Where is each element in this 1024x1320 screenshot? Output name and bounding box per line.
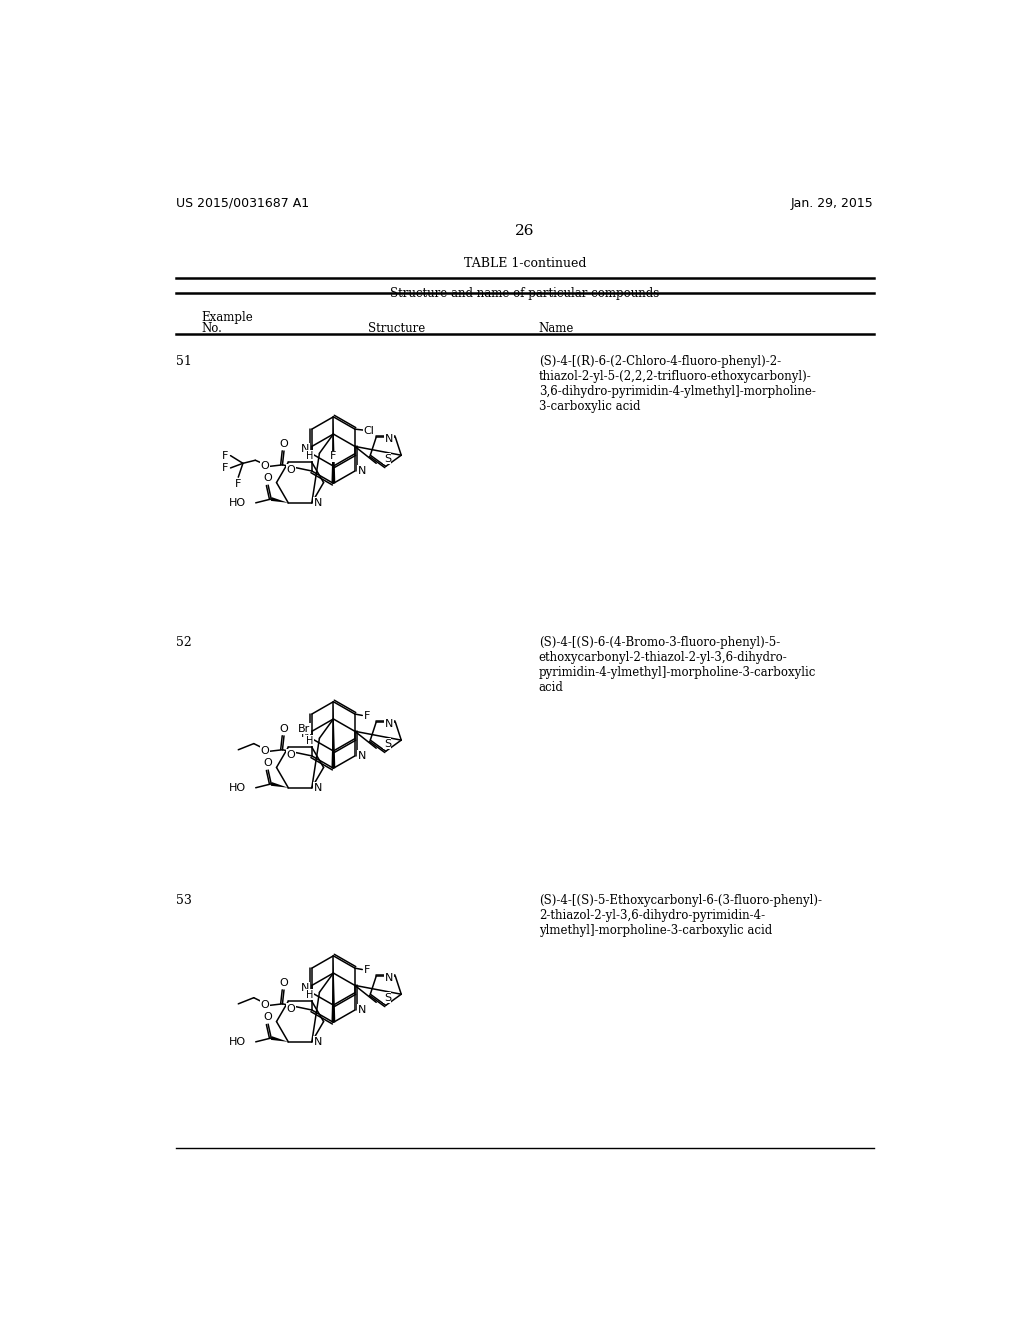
Text: N: N — [301, 729, 309, 739]
Text: H: H — [306, 990, 313, 999]
Text: F: F — [365, 965, 371, 975]
Text: O: O — [280, 723, 289, 734]
Text: O: O — [264, 758, 272, 768]
Text: Jan. 29, 2015: Jan. 29, 2015 — [791, 197, 873, 210]
Text: Structure and name of particular compounds: Structure and name of particular compoun… — [390, 286, 659, 300]
Text: N: N — [357, 1005, 366, 1015]
Text: HO: HO — [229, 1036, 247, 1047]
Text: F: F — [365, 711, 371, 721]
Text: O: O — [287, 1005, 295, 1014]
Text: N: N — [301, 982, 309, 993]
Text: O: O — [280, 978, 289, 989]
Text: N: N — [385, 973, 393, 983]
Text: Br: Br — [298, 723, 310, 734]
Text: O: O — [264, 1012, 272, 1022]
Text: F: F — [236, 479, 242, 490]
Text: O: O — [260, 462, 269, 471]
Text: O: O — [280, 440, 289, 449]
Text: No.: No. — [202, 322, 222, 335]
Text: Example: Example — [202, 312, 253, 323]
Text: F: F — [222, 450, 228, 461]
Polygon shape — [332, 956, 335, 1022]
Text: F: F — [222, 463, 228, 473]
Text: TABLE 1-continued: TABLE 1-continued — [464, 257, 586, 271]
Text: O: O — [264, 473, 272, 483]
Text: H: H — [306, 735, 313, 746]
Polygon shape — [270, 781, 289, 788]
Text: N: N — [301, 444, 309, 454]
Text: (S)-4-[(S)-5-Ethoxycarbonyl-6-(3-fluoro-phenyl)-
2-thiazol-2-yl-3,6-dihydro-pyri: (S)-4-[(S)-5-Ethoxycarbonyl-6-(3-fluoro-… — [539, 894, 821, 937]
Text: 51: 51 — [176, 355, 191, 368]
Text: N: N — [385, 434, 393, 445]
Text: N: N — [357, 751, 366, 760]
Polygon shape — [270, 1036, 289, 1041]
Text: O: O — [260, 746, 269, 756]
Text: N: N — [385, 719, 393, 730]
Text: HO: HO — [229, 498, 247, 508]
Text: 52: 52 — [176, 636, 191, 649]
Text: S: S — [384, 993, 391, 1003]
Text: 26: 26 — [515, 224, 535, 238]
Polygon shape — [332, 417, 335, 483]
Text: (S)-4-[(R)-6-(2-Chloro-4-fluoro-phenyl)-2-
thiazol-2-yl-5-(2,2,2-trifluoro-ethox: (S)-4-[(R)-6-(2-Chloro-4-fluoro-phenyl)-… — [539, 355, 816, 413]
Text: Name: Name — [539, 322, 574, 335]
Polygon shape — [270, 498, 289, 503]
Text: S: S — [384, 454, 391, 463]
Text: O: O — [287, 750, 295, 760]
Text: F: F — [330, 451, 337, 461]
Text: HO: HO — [229, 783, 247, 793]
Text: N: N — [313, 783, 323, 793]
Text: N: N — [313, 498, 323, 508]
Text: O: O — [287, 465, 295, 475]
Text: S: S — [384, 739, 391, 748]
Text: H: H — [306, 450, 313, 461]
Text: O: O — [260, 1001, 269, 1010]
Text: (S)-4-[(S)-6-(4-Bromo-3-fluoro-phenyl)-5-
ethoxycarbonyl-2-thiazol-2-yl-3,6-dihy: (S)-4-[(S)-6-(4-Bromo-3-fluoro-phenyl)-5… — [539, 636, 816, 694]
Text: Cl: Cl — [364, 425, 374, 436]
Text: 53: 53 — [176, 894, 191, 907]
Text: N: N — [313, 1036, 323, 1047]
Text: N: N — [357, 466, 366, 477]
Polygon shape — [332, 702, 335, 768]
Text: US 2015/0031687 A1: US 2015/0031687 A1 — [176, 197, 309, 210]
Text: Structure: Structure — [369, 322, 426, 335]
